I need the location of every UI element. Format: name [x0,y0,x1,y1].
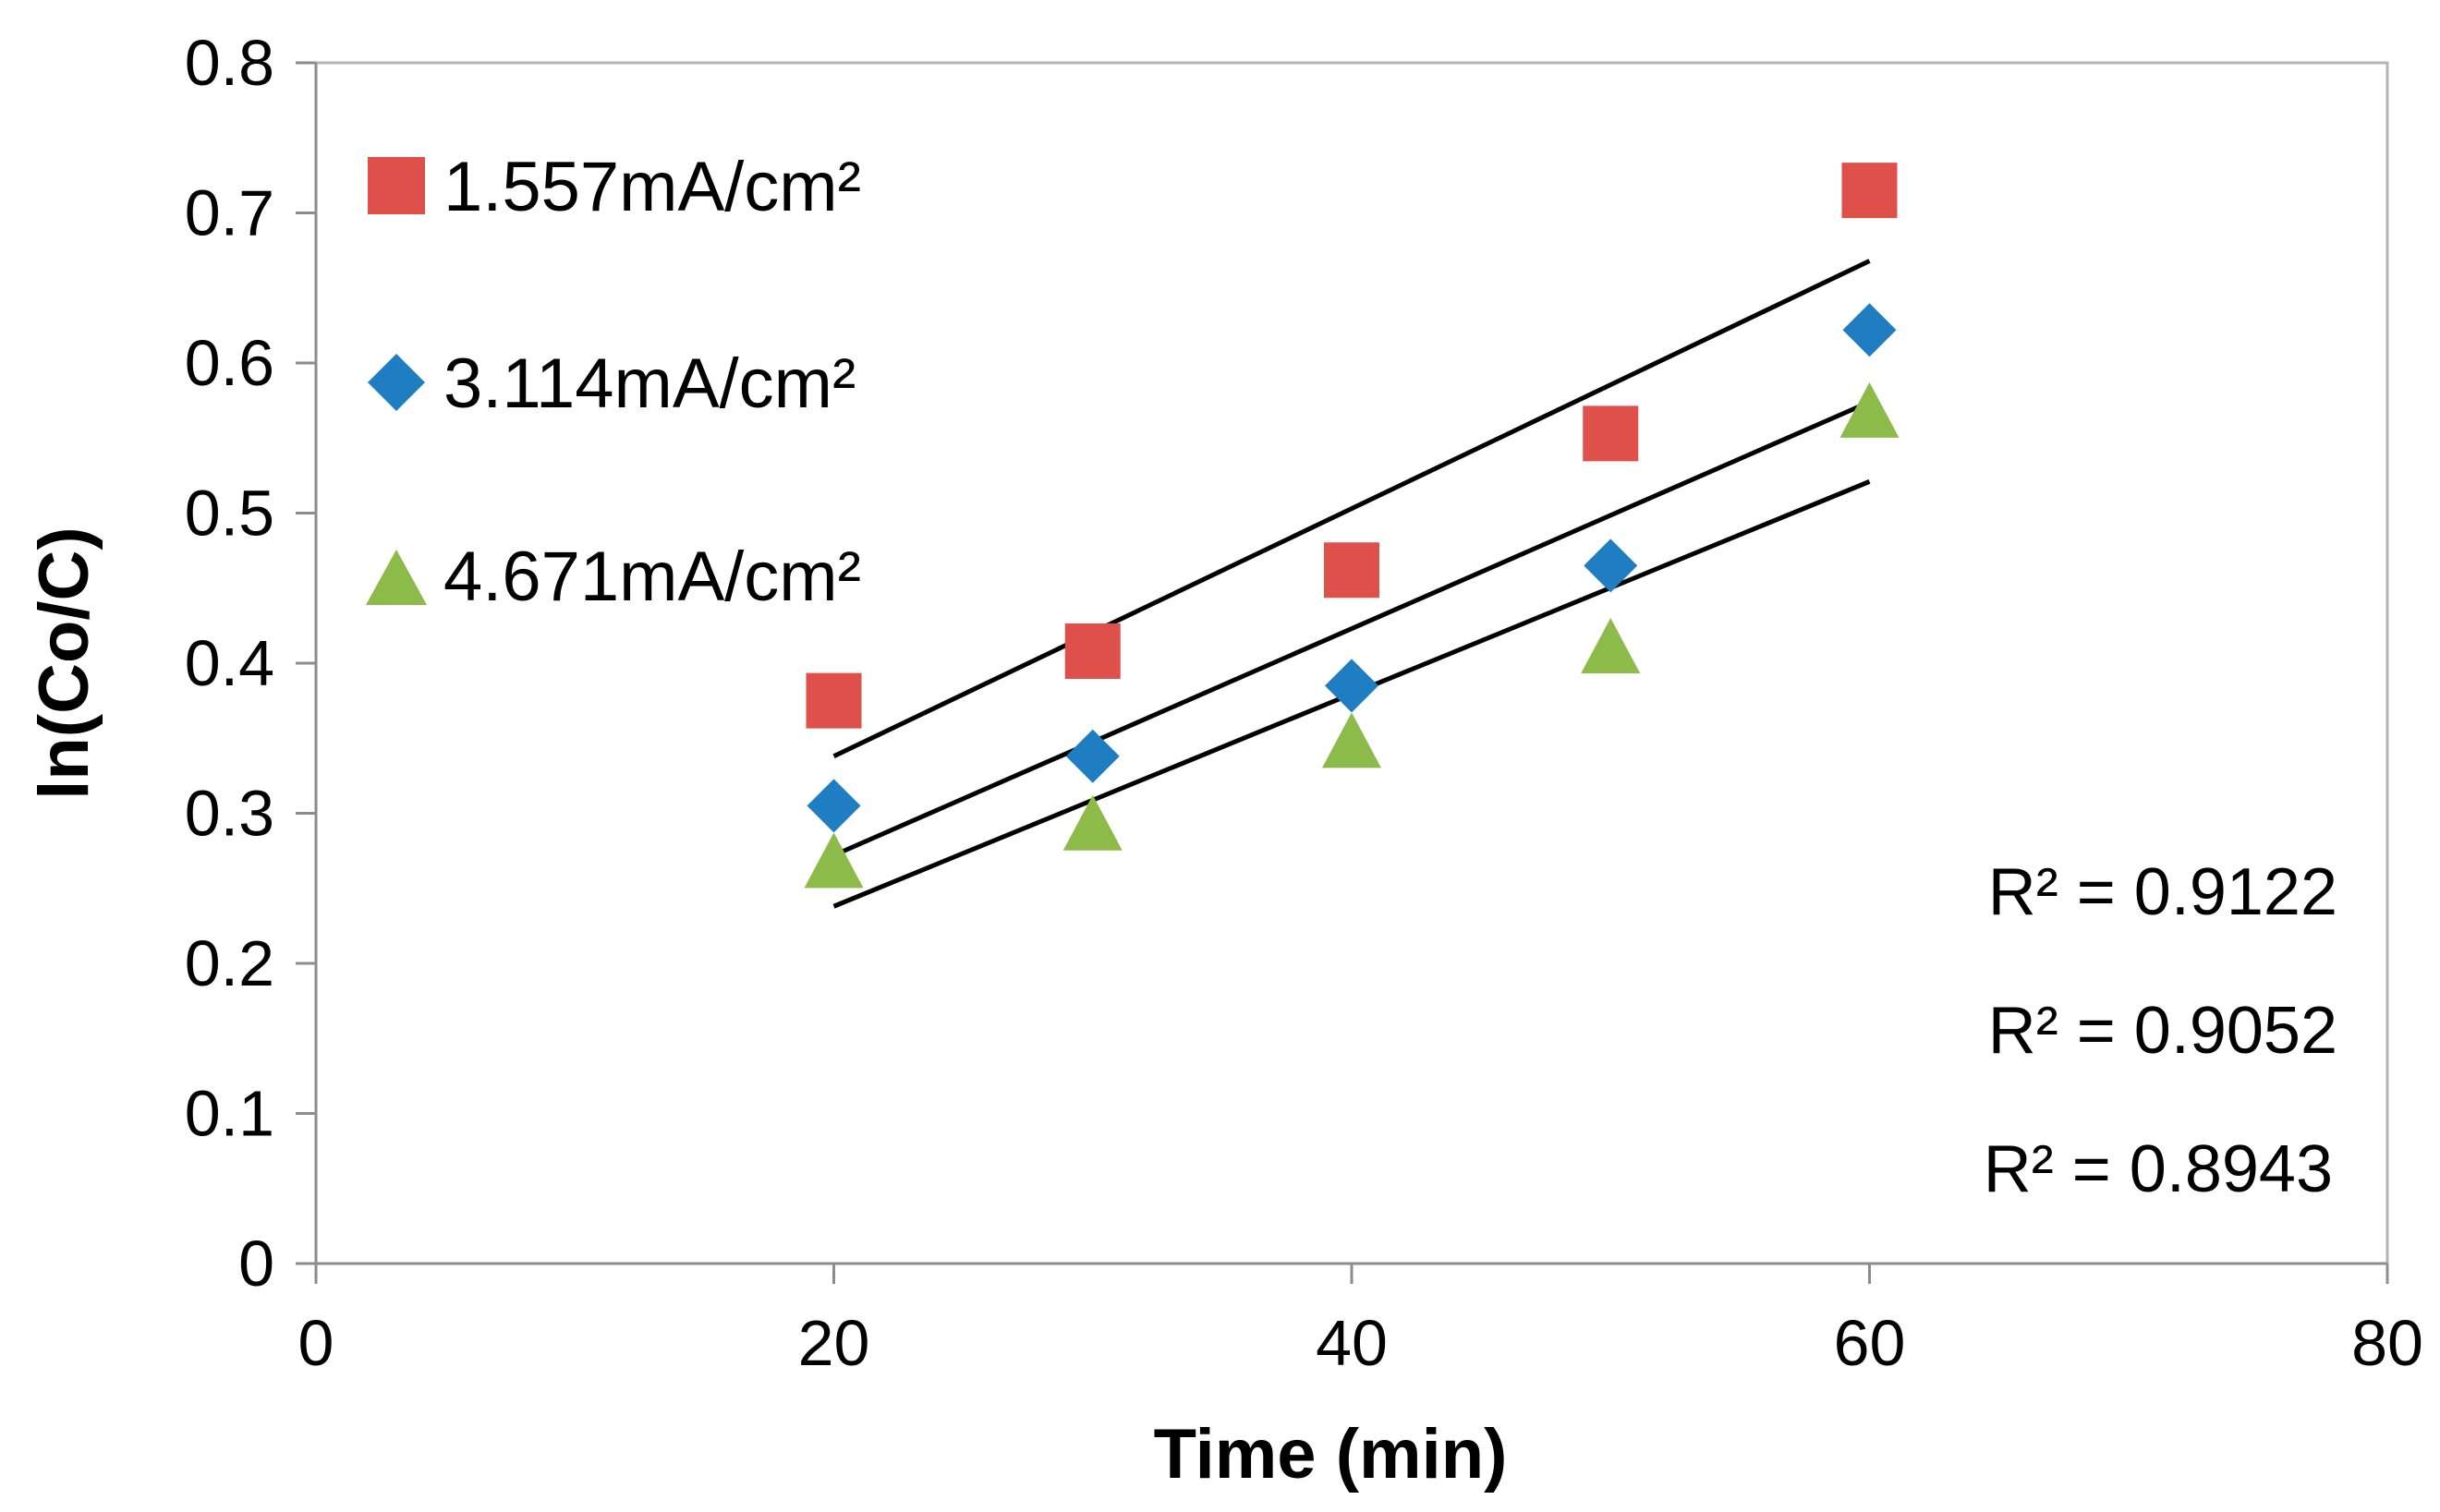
data-point-series-3 [1839,381,1900,438]
data-point-series-1 [1583,405,1639,462]
x-tick-label: 0 [298,1307,334,1379]
y-tick-label: 0.7 [185,177,274,249]
trendline-series-1 [832,259,1871,759]
legend-label-series-3: 4.671mA/cm² [443,538,861,616]
y-tick-label: 0.8 [185,27,274,99]
legend-marker-series-3 [366,550,427,605]
data-point-series-1 [1324,542,1379,599]
y-axis-title: ln(Co/C) [25,526,103,799]
r-squared-series-2: R² = 0.9052 [1988,994,2337,1068]
legend-label-series-1: 1.557mA/cm² [443,148,861,226]
x-tick-label: 40 [1316,1307,1388,1379]
legend-label-series-2: 3.114mA/cm² [443,345,856,423]
data-point-series-3 [1322,712,1381,768]
legend-marker-series-2 [368,354,425,411]
data-point-series-2 [1325,659,1378,713]
r-squared-series-3: R² = 0.8943 [1984,1132,2333,1206]
data-point-series-2 [807,779,861,833]
data-point-series-1 [806,672,862,729]
legend: 1.557mA/cm² 3.114mA/cm² 4.671mA/cm² [366,148,861,616]
data-point-series-2 [1584,538,1638,593]
y-axis-ticks: 0 0.1 0.2 0.3 0.4 0.5 0.6 0.7 0.8 [185,27,316,1300]
data-point-series-1 [1064,623,1121,679]
x-tick-label: 80 [2351,1307,2423,1379]
y-tick-label: 0.6 [185,327,274,399]
legend-marker-series-1 [368,157,425,214]
trendline-series-2 [832,399,1871,858]
data-point-series-1 [1841,163,1898,219]
y-tick-label: 0.1 [185,1078,274,1150]
data-point-series-3 [804,832,864,889]
data-point-series-3 [1581,618,1641,673]
r-squared-series-1: R² = 0.9122 [1988,855,2337,929]
y-tick-label: 0.4 [185,627,274,699]
x-axis-title: Time (min) [1154,1415,1508,1494]
x-tick-label: 60 [1834,1307,1906,1379]
data-point-series-3 [1062,794,1123,851]
r-squared-annotations: R² = 0.9122 R² = 0.9052 R² = 0.8943 [1984,855,2337,1206]
x-axis-ticks: 0 20 40 60 80 [298,1264,2423,1379]
y-tick-label: 0 [238,1228,274,1300]
y-tick-label: 0.2 [185,927,274,999]
y-tick-label: 0.3 [185,778,274,850]
x-tick-label: 20 [798,1307,870,1379]
data-point-series-2 [1065,729,1120,783]
data-points [804,163,1900,889]
y-tick-label: 0.5 [185,478,274,550]
data-point-series-2 [1842,303,1897,357]
